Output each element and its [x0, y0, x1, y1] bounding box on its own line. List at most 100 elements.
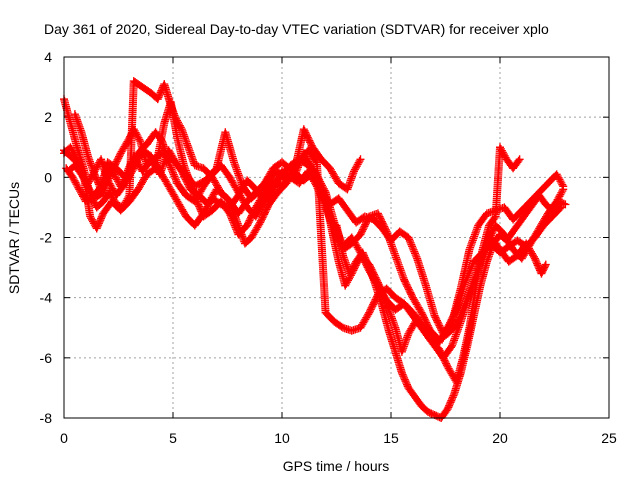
y-tick-label: -2: [40, 230, 53, 246]
data-point: [313, 184, 322, 193]
data-point: [171, 175, 180, 184]
data-point: [68, 146, 77, 155]
data-point: [311, 180, 320, 189]
data-point: [500, 151, 509, 160]
x-tick-label: 15: [383, 430, 399, 446]
data-point: [409, 245, 418, 254]
data-point: [307, 162, 316, 171]
data-point: [411, 251, 420, 260]
data-point: [167, 165, 176, 174]
data-point: [364, 261, 373, 270]
data-point: [314, 185, 323, 194]
data-point: [70, 176, 79, 185]
x-tick-label: 25: [601, 430, 617, 446]
data-point: [449, 391, 458, 400]
chart-title: Day 361 of 2020, Sidereal Day-to-day VTE…: [44, 21, 549, 37]
data-point: [410, 247, 419, 256]
data-point: [317, 194, 326, 203]
data-point: [295, 159, 304, 168]
data-point: [92, 163, 101, 172]
data-point: [90, 167, 99, 176]
series-track-7: [332, 191, 570, 422]
data-point: [497, 146, 506, 155]
data-point: [87, 172, 96, 181]
data-point: [88, 170, 97, 179]
data-point: [135, 135, 144, 144]
x-tick-label: 20: [492, 430, 508, 446]
data-point: [541, 260, 550, 269]
data-point: [556, 177, 565, 186]
data-point: [320, 199, 329, 208]
data-point: [457, 308, 466, 317]
data-point: [112, 173, 121, 182]
data-point: [230, 221, 239, 230]
data-point: [168, 167, 177, 176]
data-point: [354, 158, 363, 167]
data-point: [456, 311, 465, 320]
data-point: [406, 238, 415, 247]
data-point: [291, 168, 300, 177]
data-point: [408, 242, 417, 251]
data-point: [356, 155, 365, 164]
data-point: [453, 318, 462, 327]
data-point: [554, 173, 563, 182]
y-axis-label: SDTVAR / TECUs: [6, 182, 22, 294]
data-point: [553, 172, 562, 181]
data-point: [227, 212, 236, 221]
data-point: [69, 148, 78, 157]
data-point: [293, 165, 302, 174]
data-point: [292, 166, 301, 175]
data-point: [349, 262, 358, 271]
data-point: [408, 244, 417, 253]
data-point: [350, 261, 359, 270]
data-point: [405, 235, 414, 244]
data-point: [84, 177, 93, 186]
data-point: [458, 306, 467, 315]
data-point: [315, 189, 324, 198]
data-point: [407, 240, 416, 249]
data-point: [499, 150, 508, 159]
data-point: [166, 163, 175, 172]
data-point: [312, 182, 321, 191]
data-point: [352, 162, 361, 171]
data-point: [498, 148, 507, 157]
data-point: [71, 151, 80, 160]
data-point: [496, 144, 505, 153]
data-point: [557, 178, 566, 187]
data-point: [320, 201, 329, 210]
data-point: [72, 180, 81, 189]
data-point: [460, 301, 469, 310]
data-point: [344, 276, 353, 285]
data-point: [165, 160, 174, 169]
data-point: [112, 175, 121, 184]
data-point: [350, 165, 359, 174]
data-point: [75, 185, 84, 194]
data-point: [85, 175, 94, 184]
data-point: [231, 223, 240, 232]
data-point: [559, 182, 568, 191]
data-point: [381, 225, 390, 234]
data-point: [452, 320, 461, 329]
data-point: [319, 198, 328, 207]
data-point: [83, 179, 92, 188]
data-point: [349, 167, 358, 176]
plot-frame: [63, 56, 610, 419]
data-point: [91, 165, 100, 174]
data-point: [309, 166, 318, 175]
data-point: [69, 175, 78, 184]
data-point: [87, 214, 96, 223]
data-point: [351, 163, 360, 172]
data-point: [296, 158, 305, 167]
y-tick-label: -8: [40, 410, 53, 426]
data-point: [308, 164, 317, 173]
data-point: [348, 264, 357, 273]
data-point: [454, 315, 463, 324]
data-point: [175, 121, 184, 130]
data-point: [66, 143, 75, 152]
y-tick-label: -4: [40, 290, 53, 306]
data-point: [294, 161, 303, 170]
data-points: [60, 77, 570, 422]
data-point: [71, 178, 80, 187]
data-point: [342, 279, 351, 288]
